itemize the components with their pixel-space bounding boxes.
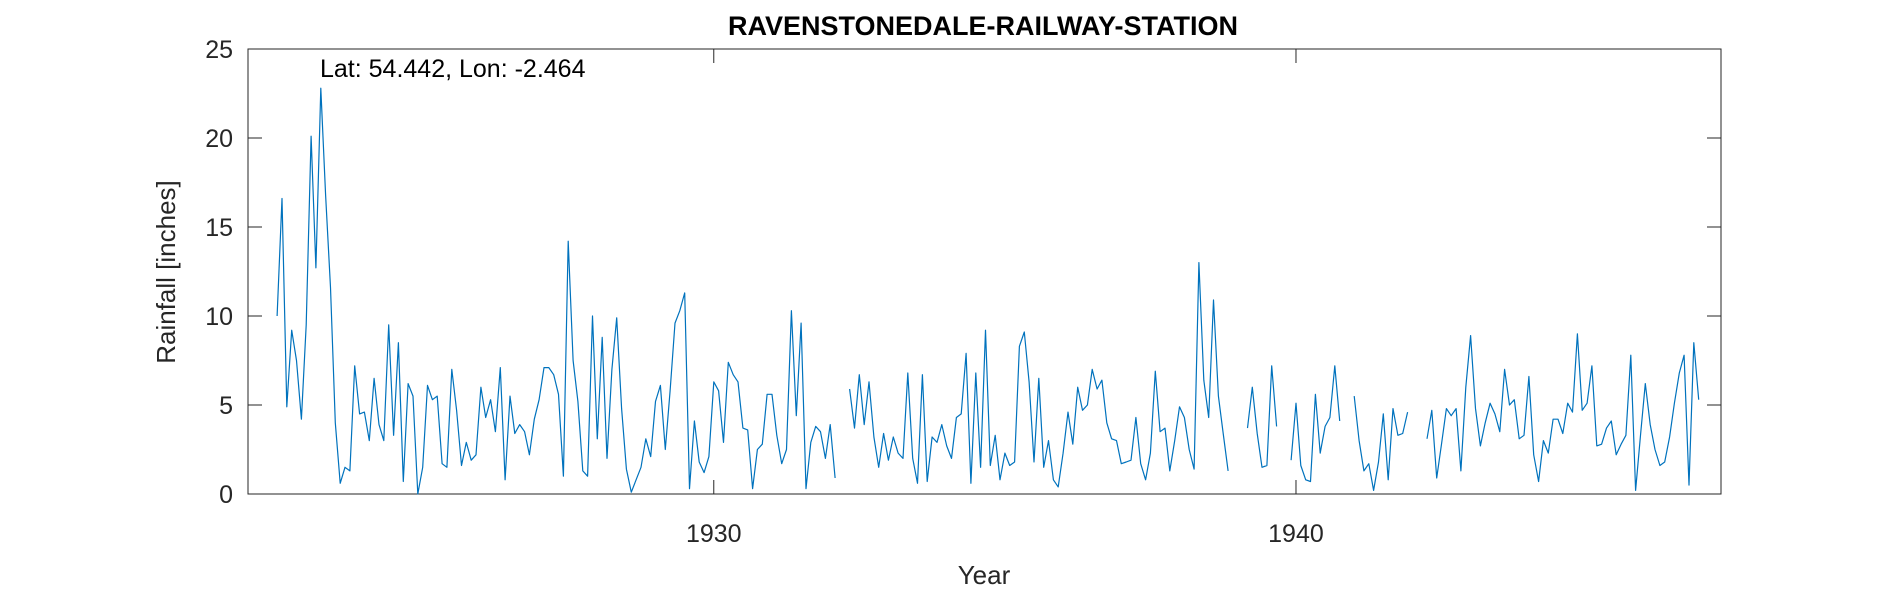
y-tick-label: 5 [219,392,233,420]
y-axis: 0 5 10 15 20 25 [205,36,1721,509]
y-tick-label: 20 [205,125,233,153]
x-tick-label: 1930 [686,520,742,548]
y-tick-label: 0 [219,481,233,509]
y-tick-label: 25 [205,36,233,64]
location-annotation: Lat: 54.442, Lon: -2.464 [320,55,586,83]
x-axis: 1930 1940 [686,49,1324,548]
x-axis-label: Year [958,560,1011,590]
x-tick-label: 1940 [1268,520,1324,548]
plot-area-frame [247,48,1722,495]
chart-title: RAVENSTONEDALE-RAILWAY-STATION [728,11,1238,41]
y-tick-label: 10 [205,303,233,331]
rainfall-series-line [276,87,1700,495]
y-tick-label: 15 [205,214,233,242]
y-axis-label: Rainfall [inches] [151,180,181,364]
